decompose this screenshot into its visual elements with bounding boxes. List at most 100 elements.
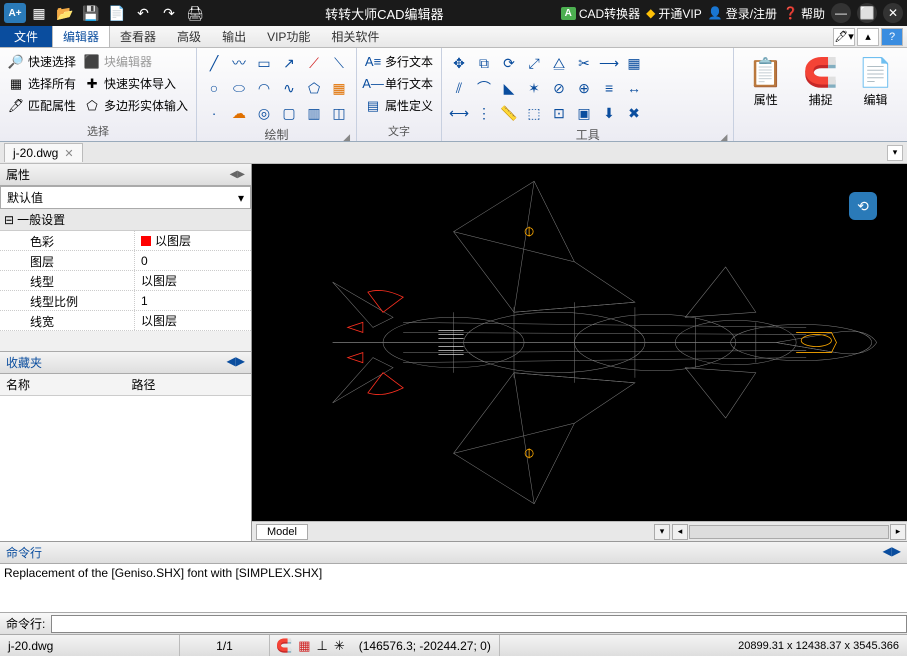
- favorites-collapse-icon[interactable]: ◀▶: [227, 354, 245, 371]
- command-collapse-icon[interactable]: ◀▶: [883, 544, 901, 561]
- move-tool[interactable]: ✥: [448, 52, 470, 74]
- block-tool[interactable]: ▣: [573, 102, 595, 124]
- undo-icon[interactable]: ↶: [132, 3, 154, 23]
- hscroll-left-icon[interactable]: ◂: [672, 524, 688, 540]
- cad-converter-button[interactable]: ACAD转换器: [561, 5, 641, 22]
- file-tab-close-icon[interactable]: ✕: [64, 147, 73, 160]
- vip-button[interactable]: ◆开通VIP: [646, 5, 702, 22]
- rect-tool[interactable]: ▭: [253, 52, 275, 74]
- insert-tool[interactable]: ⬇: [598, 102, 620, 124]
- hscroll-track[interactable]: [689, 525, 889, 539]
- array-tool[interactable]: ▦: [623, 52, 645, 74]
- circle-tool[interactable]: ○: [203, 77, 225, 99]
- tab-viewer[interactable]: 查看器: [110, 26, 167, 47]
- hscroll-right-icon[interactable]: ▸: [890, 524, 906, 540]
- polygon-entity-input-button[interactable]: ⬠多边形实体输入: [82, 96, 190, 115]
- export-pdf-icon[interactable]: 📄: [106, 3, 128, 23]
- point-tool[interactable]: ·: [203, 102, 225, 124]
- arc-tool[interactable]: ◠: [253, 77, 275, 99]
- properties-button[interactable]: 📋属性: [740, 52, 791, 137]
- grid-toggle-icon[interactable]: ▦: [298, 638, 310, 654]
- singleline-text-button[interactable]: A—单行文本: [363, 74, 435, 93]
- select-all-button[interactable]: ▦选择所有: [6, 74, 78, 93]
- new-file-icon[interactable]: ▦: [28, 3, 50, 23]
- view-cube-icon[interactable]: ⟲: [849, 192, 877, 220]
- region-tool[interactable]: ▢: [278, 102, 300, 124]
- open-file-icon[interactable]: 📂: [54, 3, 76, 23]
- customize-icon[interactable]: 🖊▾: [833, 28, 855, 46]
- snap-toggle-icon[interactable]: 🧲: [276, 638, 292, 654]
- hatch-tool[interactable]: ▦: [328, 77, 350, 99]
- draw-group-expand-icon[interactable]: ◢: [343, 132, 350, 143]
- wipeout-tool[interactable]: ◫: [328, 102, 350, 124]
- spline-tool[interactable]: ∿: [278, 77, 300, 99]
- drawing-canvas[interactable]: ⟲: [252, 164, 907, 521]
- file-menu[interactable]: 文件: [0, 26, 52, 47]
- polar-toggle-icon[interactable]: ✳: [334, 638, 345, 654]
- tools-group-expand-icon[interactable]: ◢: [720, 132, 727, 143]
- model-tab[interactable]: Model: [256, 524, 308, 540]
- tab-editor[interactable]: 编辑器: [52, 26, 110, 47]
- minimize-button[interactable]: —: [831, 3, 851, 23]
- fillet-tool[interactable]: ⌒: [473, 77, 495, 99]
- attribute-def-button[interactable]: ▤属性定义: [363, 96, 435, 115]
- lengthen-tool[interactable]: ⟷: [448, 102, 470, 124]
- collapse-ribbon-icon[interactable]: ▴: [857, 28, 879, 46]
- scale-tool[interactable]: ⤢: [523, 52, 545, 74]
- revision-cloud-tool[interactable]: ☁: [228, 102, 250, 124]
- explode-tool[interactable]: ✶: [523, 77, 545, 99]
- mirror-tool[interactable]: ⧋: [548, 52, 570, 74]
- trim-tool[interactable]: ✂: [573, 52, 595, 74]
- offset-tool[interactable]: ⫽: [448, 77, 470, 99]
- measure-tool[interactable]: 📏: [498, 102, 520, 124]
- print-icon[interactable]: 🖨: [184, 3, 206, 23]
- edit-button[interactable]: 📄编辑: [850, 52, 901, 137]
- block-editor-button[interactable]: ⬛块编辑器: [82, 52, 190, 71]
- redo-icon[interactable]: ↷: [158, 3, 180, 23]
- snap-button[interactable]: 🧲捕捉: [795, 52, 846, 137]
- help-icon[interactable]: ?: [881, 28, 903, 46]
- table-row[interactable]: 线型比例1: [0, 291, 251, 311]
- table-tool[interactable]: ▥: [303, 102, 325, 124]
- command-input[interactable]: [51, 615, 907, 633]
- align-tool[interactable]: ≡: [598, 77, 620, 99]
- break-tool[interactable]: ⊘: [548, 77, 570, 99]
- ortho-toggle-icon[interactable]: ⊥: [316, 638, 327, 654]
- quick-entity-import-button[interactable]: ✚快速实体导入: [82, 74, 190, 93]
- tab-output[interactable]: 输出: [212, 26, 257, 47]
- layout-dropdown-icon[interactable]: ▾: [654, 524, 670, 540]
- default-value-dropdown[interactable]: 默认值 ▾: [0, 186, 251, 209]
- donut-tool[interactable]: ◎: [253, 102, 275, 124]
- login-button[interactable]: 👤登录/注册: [708, 5, 777, 22]
- copy-tool[interactable]: ⧉: [473, 52, 495, 74]
- rotate-tool[interactable]: ⟳: [498, 52, 520, 74]
- group-tool[interactable]: ⬚: [523, 102, 545, 124]
- save-icon[interactable]: 💾: [80, 3, 102, 23]
- line-tool[interactable]: ╱: [203, 52, 225, 74]
- arrow-tool[interactable]: ↗: [278, 52, 300, 74]
- multiline-text-button[interactable]: A≡多行文本: [363, 52, 435, 71]
- polygon-tool[interactable]: ⬠: [303, 77, 325, 99]
- polyline-tool[interactable]: 〰: [228, 52, 250, 74]
- quick-select-button[interactable]: 🔎快速选择: [6, 52, 78, 71]
- tab-advanced[interactable]: 高级: [167, 26, 212, 47]
- close-button[interactable]: ✕: [883, 3, 903, 23]
- ray-tool[interactable]: ⟍: [328, 52, 350, 74]
- tab-related[interactable]: 相关软件: [321, 26, 390, 47]
- file-tab[interactable]: j-20.dwg ✕: [4, 143, 83, 162]
- ellipse-tool[interactable]: ⬭: [228, 77, 250, 99]
- panel-collapse-icon[interactable]: ◀▶: [230, 169, 245, 180]
- table-row[interactable]: 图层0: [0, 251, 251, 271]
- divide-tool[interactable]: ⋮: [473, 102, 495, 124]
- table-row[interactable]: 线宽以图层: [0, 311, 251, 331]
- help-button[interactable]: ❓帮助: [783, 5, 825, 22]
- file-tab-dropdown-icon[interactable]: ▾: [887, 145, 903, 161]
- table-row[interactable]: 色彩以图层: [0, 231, 251, 251]
- general-section-header[interactable]: ⊟ 一般设置: [0, 209, 251, 231]
- tab-vip[interactable]: VIP功能: [257, 26, 321, 47]
- erase-tool[interactable]: ✖: [623, 102, 645, 124]
- xline-tool[interactable]: ⟋: [303, 52, 325, 74]
- match-props-button[interactable]: 🖊匹配属性: [6, 96, 78, 115]
- extend-tool[interactable]: ⟶: [598, 52, 620, 74]
- ungroup-tool[interactable]: ⊡: [548, 102, 570, 124]
